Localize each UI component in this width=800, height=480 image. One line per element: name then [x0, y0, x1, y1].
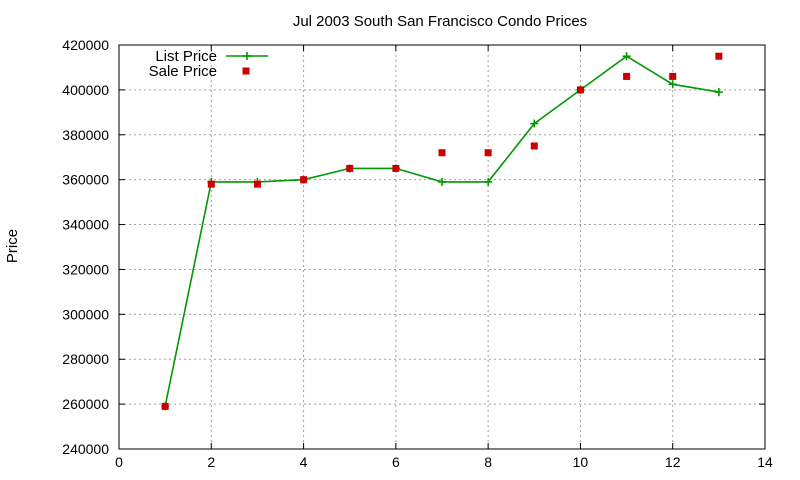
point-sale-price — [715, 52, 723, 60]
y-tick-label: 300000 — [62, 306, 109, 322]
point-sale-price — [207, 180, 215, 188]
y-tick-label: 320000 — [62, 261, 109, 277]
point-sale-price — [530, 142, 538, 150]
x-tick-label: 8 — [484, 454, 492, 470]
point-sale-price — [253, 180, 261, 188]
point-list-price — [530, 119, 539, 128]
point-sale-price — [484, 149, 492, 157]
point-list-price — [484, 177, 493, 186]
point-sale-price — [346, 164, 354, 172]
point-sale-price — [161, 402, 169, 410]
x-tick-label: 10 — [573, 454, 589, 470]
point-list-price — [668, 80, 677, 89]
series-layer — [161, 52, 723, 411]
y-tick-label: 340000 — [62, 217, 109, 233]
point-sale-price — [438, 149, 446, 157]
legend-label-sale-price: Sale Price — [149, 63, 217, 80]
y-tick-label: 280000 — [62, 351, 109, 367]
y-tick-label: 260000 — [62, 396, 109, 412]
point-sale-price — [623, 72, 631, 80]
point-sale-price — [392, 164, 400, 172]
point-sale-price — [300, 176, 308, 184]
x-tick-label: 0 — [115, 454, 123, 470]
legend: List Price Sale Price — [149, 48, 268, 80]
y-tick-label: 380000 — [62, 127, 109, 143]
axes: 0 2 4 6 8 10 12 14 240000 260000 280000 300000 32000… — [62, 37, 773, 470]
point-list-price — [622, 52, 631, 61]
y-tick-label: 400000 — [62, 82, 109, 98]
legend-label-list-price: List Price — [155, 48, 217, 65]
x-tick-label: 2 — [207, 454, 215, 470]
point-list-price — [438, 177, 446, 186]
point-sale-price — [576, 86, 584, 94]
y-tick-label: 240000 — [62, 441, 109, 457]
x-tick-label: 14 — [757, 454, 773, 470]
legend-marker-list-price — [243, 52, 251, 60]
chart-title: Jul 2003 South San Francisco Condo Price… — [293, 13, 587, 30]
y-axis-label: Price — [4, 229, 21, 263]
x-tick-label: 12 — [665, 454, 681, 470]
point-sale-price — [669, 72, 677, 80]
y-tick-label: 360000 — [62, 172, 109, 188]
legend-marker-sale-price — [242, 67, 250, 75]
point-list-price — [714, 88, 723, 97]
y-tick-label: 420000 — [62, 37, 109, 53]
grid-lines — [119, 45, 765, 449]
x-tick-label: 4 — [300, 454, 308, 470]
x-tick-label: 6 — [392, 454, 400, 470]
plot-frame — [118, 44, 766, 450]
